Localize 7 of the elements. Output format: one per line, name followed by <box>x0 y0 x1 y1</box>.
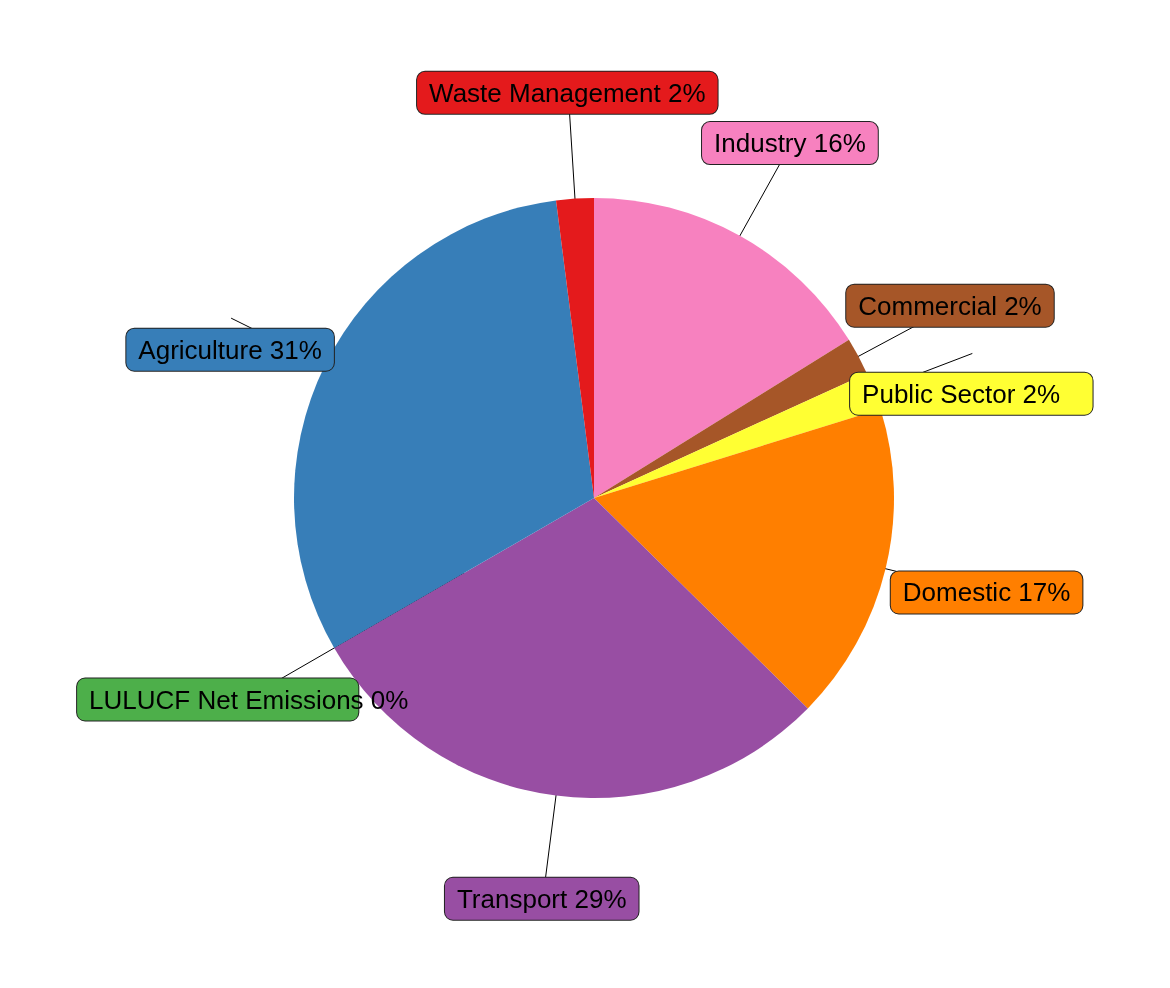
slice-label: Public Sector 2% <box>862 378 1061 409</box>
slice-label: Transport 29% <box>456 883 627 914</box>
slice-label: Industry 16% <box>714 128 866 159</box>
slice-label: Agriculture 31% <box>138 334 322 365</box>
slice-label: Waste Management 2% <box>429 77 706 108</box>
slice-label: Commercial 2% <box>858 290 1042 321</box>
slice-label: Domestic 17% <box>902 577 1071 608</box>
